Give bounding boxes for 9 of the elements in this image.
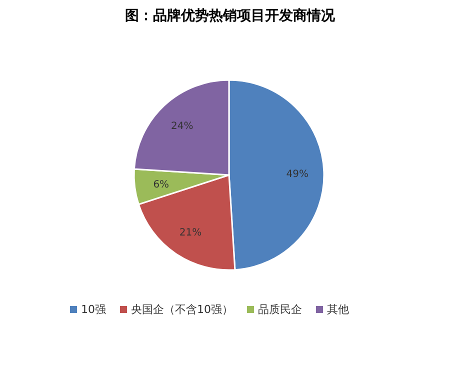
data-label: 21%	[179, 228, 202, 239]
data-label: 49%	[286, 168, 308, 180]
legend-label: 10强	[81, 303, 106, 316]
chart-title: 图：品牌优势热销项目开发商情况	[125, 7, 336, 24]
data-label: 6%	[153, 180, 170, 191]
legend-label: 央国企（不含10强）	[131, 303, 233, 316]
legend-label: 其他	[327, 303, 349, 316]
legend-label: 品质民企	[258, 303, 302, 316]
data-label: 24%	[171, 121, 194, 132]
